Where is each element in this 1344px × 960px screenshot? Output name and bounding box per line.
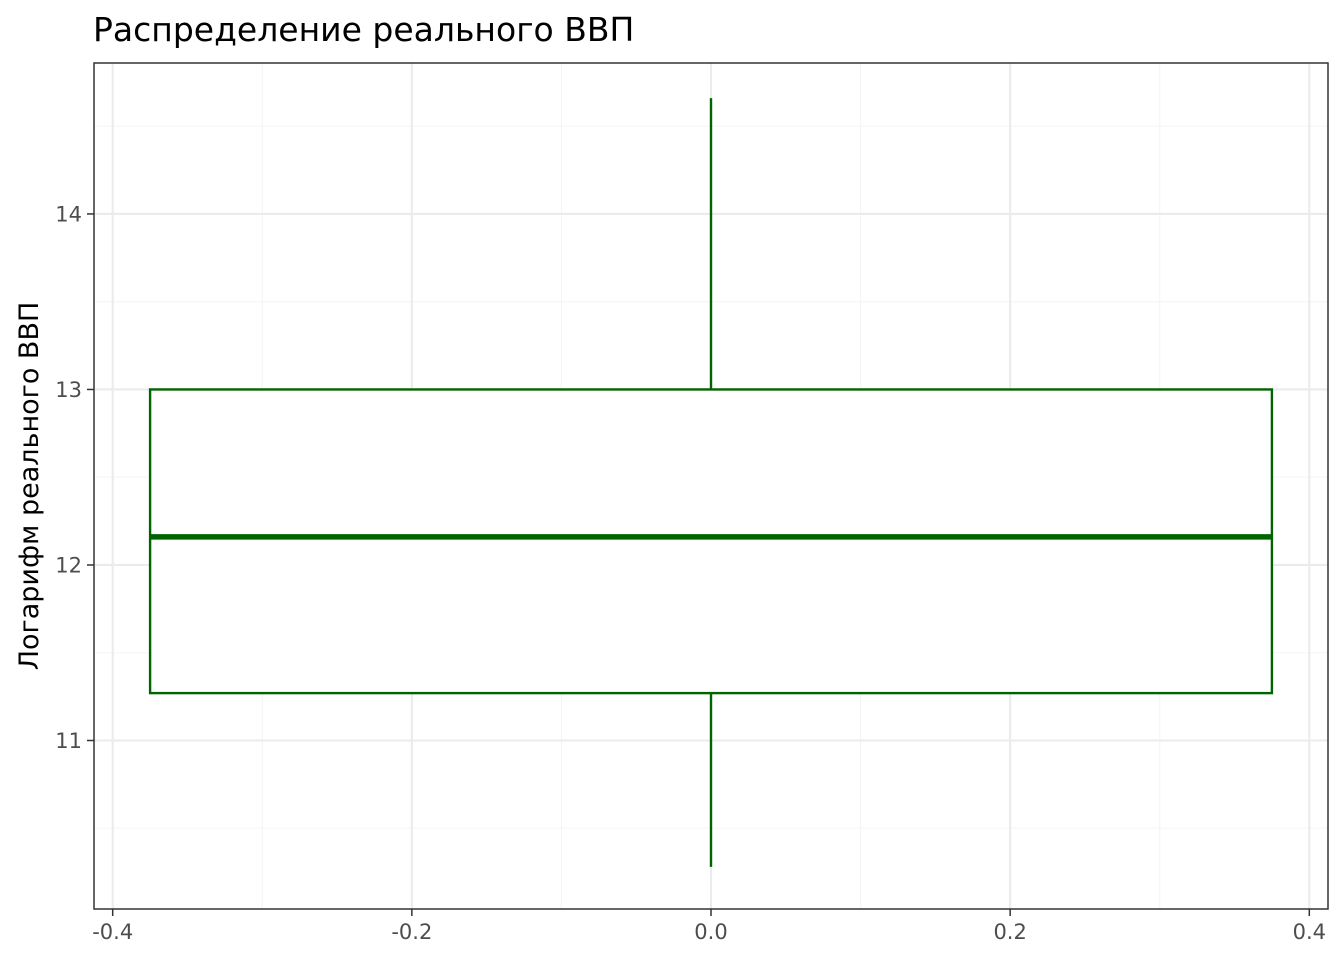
y-tick-label: 14 [55, 202, 82, 226]
boxplot [148, 98, 1274, 867]
x-axis: -0.4 -0.2 0.0 0.2 0.4 [92, 909, 1326, 944]
y-axis-label: Логарифм реального ВВП [14, 302, 45, 671]
x-tick-label: 0.0 [694, 920, 727, 944]
y-tick-label: 12 [55, 553, 82, 577]
y-axis: 11 12 13 14 [55, 202, 94, 753]
y-tick-label: 13 [55, 378, 82, 402]
x-tick-label: 0.4 [1293, 920, 1326, 944]
x-tick-label: -0.2 [391, 920, 432, 944]
x-tick-label: 0.2 [993, 920, 1026, 944]
chart-title: Распределение реального ВВП [93, 10, 634, 49]
y-tick-label: 11 [55, 729, 82, 753]
interquartile-box [148, 388, 1274, 695]
x-tick-label: -0.4 [92, 920, 133, 944]
